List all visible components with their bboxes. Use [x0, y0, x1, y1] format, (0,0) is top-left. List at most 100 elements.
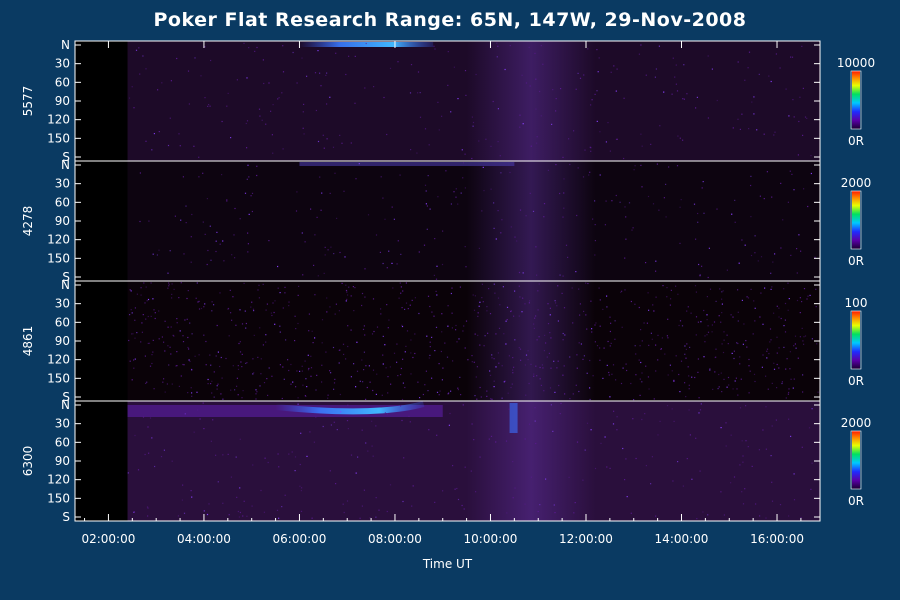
noise-pixel	[683, 98, 685, 100]
noise-pixel	[232, 365, 234, 367]
noise-pixel	[206, 513, 209, 516]
noise-pixel	[207, 105, 209, 107]
noise-pixel	[802, 340, 804, 342]
noise-pixel	[140, 341, 142, 343]
noise-pixel	[392, 287, 394, 289]
noise-pixel	[770, 272, 772, 274]
noise-pixel	[292, 51, 294, 54]
noise-pixel	[188, 103, 190, 105]
noise-pixel	[464, 246, 466, 248]
noise-pixel	[560, 88, 562, 90]
noise-pixel	[228, 335, 230, 337]
noise-pixel	[332, 346, 335, 349]
noise-pixel	[609, 150, 611, 152]
noise-pixel	[223, 260, 225, 262]
noise-pixel	[447, 84, 449, 86]
noise-pixel	[583, 310, 585, 312]
noise-pixel	[519, 126, 521, 128]
noise-pixel	[652, 203, 655, 205]
noise-pixel	[227, 453, 229, 455]
noise-pixel	[363, 489, 365, 491]
noise-pixel	[253, 334, 255, 336]
noise-pixel	[148, 452, 150, 454]
noise-pixel	[464, 153, 466, 155]
noise-pixel	[410, 373, 412, 375]
noise-pixel	[771, 425, 773, 427]
noise-pixel	[547, 303, 549, 305]
noise-pixel	[491, 398, 493, 400]
noise-pixel	[375, 516, 377, 518]
noise-pixel	[738, 262, 740, 264]
noise-pixel	[259, 385, 261, 387]
noise-pixel	[536, 142, 538, 144]
noise-pixel	[645, 262, 647, 264]
noise-pixel	[148, 342, 151, 344]
noise-pixel	[720, 427, 722, 429]
y-tick-label: N	[61, 398, 70, 412]
noise-pixel	[774, 131, 776, 133]
noise-pixel	[472, 121, 475, 124]
noise-pixel	[379, 251, 381, 253]
panel-wavelength-label: 4861	[21, 326, 35, 357]
noise-pixel	[773, 312, 775, 314]
noise-pixel	[548, 352, 550, 354]
noise-pixel	[455, 329, 457, 331]
noise-pixel	[497, 210, 499, 212]
noise-pixel	[788, 115, 790, 117]
noise-pixel	[621, 326, 623, 328]
noise-pixel	[144, 355, 146, 357]
noise-pixel	[268, 367, 270, 369]
noise-pixel	[664, 353, 666, 355]
noise-pixel	[530, 476, 532, 478]
noise-pixel	[672, 57, 674, 59]
noise-pixel	[752, 333, 754, 335]
noise-pixel	[494, 292, 496, 294]
noise-pixel	[762, 323, 764, 325]
noise-pixel	[345, 73, 347, 76]
noise-pixel	[324, 254, 326, 256]
noise-pixel	[457, 387, 459, 389]
noise-pixel	[748, 358, 750, 361]
noise-pixel	[158, 131, 160, 133]
noise-pixel	[171, 283, 173, 285]
noise-pixel	[597, 71, 599, 73]
noise-pixel	[256, 46, 258, 49]
noise-pixel	[510, 310, 512, 313]
noise-pixel	[311, 517, 313, 519]
noise-pixel	[230, 476, 232, 478]
noise-pixel	[282, 366, 284, 368]
noise-pixel	[718, 373, 720, 376]
noise-pixel	[268, 240, 270, 242]
noise-pixel	[799, 297, 801, 299]
colorbar-max-label: 10000	[837, 56, 875, 70]
noise-pixel	[323, 272, 325, 274]
y-tick-label: 30	[55, 297, 70, 311]
noise-pixel	[239, 309, 241, 311]
noise-pixel	[604, 436, 606, 438]
noise-pixel	[435, 278, 438, 280]
noise-pixel	[458, 338, 460, 340]
noise-pixel	[153, 133, 155, 135]
noise-pixel	[282, 45, 284, 47]
noise-pixel	[659, 125, 661, 127]
noise-pixel	[372, 298, 375, 300]
noise-pixel	[579, 314, 581, 316]
noise-pixel	[572, 393, 574, 395]
noise-pixel	[372, 369, 375, 371]
noise-pixel	[811, 408, 813, 410]
noise-pixel	[702, 511, 704, 513]
noise-pixel	[696, 518, 698, 520]
noise-pixel	[800, 250, 802, 252]
noise-pixel	[389, 366, 391, 368]
noise-pixel	[707, 55, 709, 57]
noise-pixel	[336, 429, 338, 431]
noise-pixel	[554, 300, 556, 302]
noise-pixel	[640, 329, 642, 331]
noise-pixel	[345, 289, 348, 292]
noise-pixel	[301, 487, 303, 489]
noise-pixel	[493, 283, 495, 285]
noise-pixel	[707, 331, 710, 333]
noise-pixel	[335, 303, 337, 305]
noise-pixel	[326, 138, 328, 140]
noise-pixel	[733, 357, 735, 360]
